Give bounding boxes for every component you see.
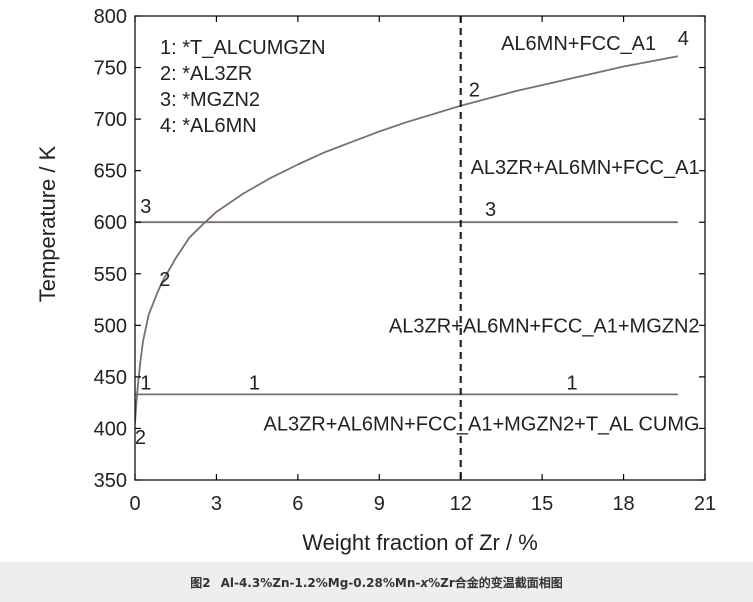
solvus-curve bbox=[135, 55, 679, 424]
phase-boundaries bbox=[135, 16, 679, 480]
x-tick-label: 21 bbox=[694, 493, 716, 515]
legend-entry: 3: *MGZN2 bbox=[160, 89, 260, 111]
y-tick-label: 650 bbox=[94, 161, 127, 183]
x-axis-title: Weight fraction of Zr / % bbox=[302, 530, 538, 555]
figure-caption: 图2 Al-4.3%Zn-1.2%Mg-0.28%Mn-x%Zr合金的变温截面相图 bbox=[190, 574, 563, 591]
curve-number-label: 2 bbox=[159, 269, 170, 291]
y-tick-label: 350 bbox=[94, 470, 127, 492]
caption-text-after: %Zr合金的变温截面相图 bbox=[428, 575, 563, 590]
curve-number-label: 4 bbox=[678, 28, 689, 50]
curve-labels: 2 2 2 4 3 3 1 1 1 bbox=[135, 28, 689, 449]
y-tick-label: 600 bbox=[94, 212, 127, 234]
curve-number-label: 1 bbox=[566, 372, 577, 394]
curve-number-label: 1 bbox=[140, 372, 151, 394]
x-tick-label: 0 bbox=[129, 493, 140, 515]
x-tick-label: 3 bbox=[211, 493, 222, 515]
curve-number-label: 3 bbox=[485, 199, 496, 221]
legend-entry: 1: *T_ALCUMGZN bbox=[160, 37, 326, 59]
phase-region-label: AL6MN+FCC_A1 bbox=[501, 33, 656, 55]
y-tick-label: 800 bbox=[94, 6, 127, 28]
axis-ticks bbox=[134, 15, 706, 481]
x-tick-label: 15 bbox=[531, 493, 553, 515]
y-tick-label: 550 bbox=[94, 264, 127, 286]
y-axis-title: Temperature / K bbox=[35, 145, 60, 302]
curve-number-label: 3 bbox=[140, 196, 151, 218]
curve-number-label: 1 bbox=[249, 372, 260, 394]
y-tick-label: 700 bbox=[94, 109, 127, 131]
y-tick-label: 500 bbox=[94, 315, 127, 337]
y-tick-label: 750 bbox=[94, 58, 127, 80]
legend-entry: 2: *AL3ZR bbox=[160, 63, 252, 85]
plot-area: 0 3 6 9 12 15 18 213504004505005506006507007508… bbox=[94, 6, 717, 515]
phase-region-label: AL3ZR+AL6MN+FCC_A1 bbox=[471, 157, 700, 179]
y-tick-label: 400 bbox=[94, 418, 127, 440]
legend-entry: 4: *AL6MN bbox=[160, 115, 257, 137]
phase-region-label: AL3ZR+AL6MN+FCC_A1+MGZN2 bbox=[389, 316, 700, 338]
x-tick-label: 9 bbox=[374, 493, 385, 515]
x-tick-label: 12 bbox=[450, 493, 472, 515]
region-labels: AL6MN+FCC_A1 AL3ZR+AL6MN+FCC_A1 AL3ZR+AL6M… bbox=[263, 33, 699, 435]
phase-diagram-chart: 0 3 6 9 12 15 18 213504004505005506006507007508… bbox=[35, 6, 717, 555]
caption-text-before: Al-4.3%Zn-1.2%Mg-0.28%Mn- bbox=[220, 575, 421, 590]
curve-number-label: 2 bbox=[135, 427, 146, 449]
phase-region-label: AL3ZR+AL6MN+FCC_A1+MGZN2+T_AL CUMG bbox=[263, 414, 699, 436]
caption-variable: x bbox=[420, 575, 429, 590]
legend: 1: *T_ALCUMGZN 2: *AL3ZR 3: *MGZN2 4: *AL6M… bbox=[160, 37, 326, 137]
tick-labels: 0 3 6 9 12 15 18 213504004505005506006507007508… bbox=[94, 6, 717, 515]
figure-caption-band: 图2 Al-4.3%Zn-1.2%Mg-0.28%Mn-x%Zr合金的变温截面相图 bbox=[0, 562, 753, 602]
plot-frame bbox=[134, 15, 706, 481]
curve-number-label: 2 bbox=[469, 79, 480, 101]
y-tick-label: 450 bbox=[94, 367, 127, 389]
x-tick-label: 6 bbox=[292, 493, 303, 515]
figure-number: 图2 bbox=[190, 575, 211, 590]
x-tick-label: 18 bbox=[612, 493, 634, 515]
